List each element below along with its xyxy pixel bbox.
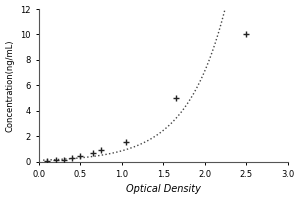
Y-axis label: Concentration(ng/mL): Concentration(ng/mL): [6, 39, 15, 132]
X-axis label: Optical Density: Optical Density: [126, 184, 201, 194]
